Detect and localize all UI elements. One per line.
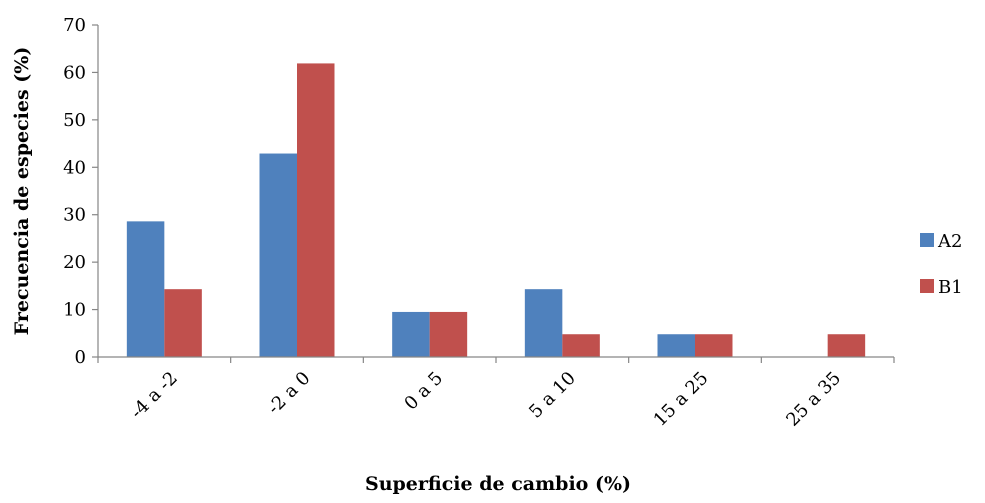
legend-label-a2: A2 [937, 231, 962, 252]
bar-a2-3 [524, 289, 563, 357]
y-tick-label: 0 [75, 347, 86, 368]
x-tick-label: 15 a 25 [650, 368, 713, 431]
bar-b1-4 [695, 334, 733, 357]
x-axis-title: Superficie de cambio (%) [365, 473, 631, 495]
y-axis-title: Frecuencia de especies (%) [11, 47, 33, 336]
bar-b1-2 [429, 311, 468, 357]
bar-a2-2 [392, 311, 430, 357]
legend: A2 B1 [920, 231, 963, 298]
y-ticks-group: 0 10 20 30 40 50 60 70 [63, 15, 98, 368]
legend-swatch-b1 [920, 279, 934, 293]
x-tick-label: 25 a 35 [782, 368, 845, 431]
bar-a2-4 [657, 334, 695, 357]
x-tick-label: -2 a 0 [264, 368, 315, 419]
x-tick-label: 0 a 5 [400, 368, 447, 415]
y-tick-label: 70 [63, 15, 86, 36]
x-ticks-group: -4 a -2 -2 a 0 0 a 5 5 a 10 15 a 25 25 a 35 [97, 357, 895, 431]
y-tick-label: 40 [63, 157, 86, 178]
bar-b1-0 [164, 289, 202, 357]
bars-group [126, 63, 866, 357]
y-tick-label: 10 [63, 300, 86, 321]
y-tick-label: 60 [63, 62, 86, 83]
legend-swatch-a2 [920, 233, 934, 247]
y-tick-label: 50 [63, 110, 86, 131]
x-tick-label: 5 a 10 [525, 368, 580, 423]
bar-a2-1 [259, 153, 297, 357]
y-tick-label: 20 [63, 252, 86, 273]
legend-label-b1: B1 [938, 277, 963, 298]
bar-b1-1 [297, 63, 335, 357]
y-tick-label: 30 [63, 205, 86, 226]
axes-group [97, 25, 894, 358]
bar-b1-5 [827, 334, 866, 357]
bar-b1-3 [562, 334, 600, 357]
x-tick-label: -4 a -2 [127, 368, 182, 423]
bar-a2-0 [126, 221, 165, 357]
